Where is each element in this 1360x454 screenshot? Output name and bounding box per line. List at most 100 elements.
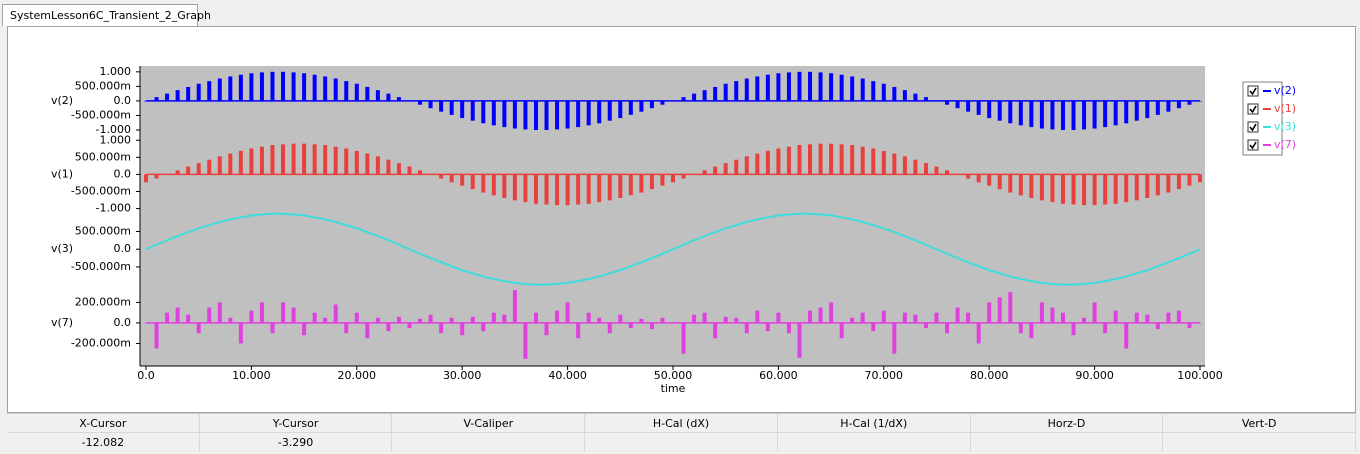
pulse: [586, 100, 591, 126]
pulse: [744, 322, 749, 334]
pulse: [839, 144, 844, 175]
pulse: [976, 100, 981, 115]
chart: 1.000500.000m0.0-500.000m-1.000v(2)v(2)1…: [51, 65, 1296, 395]
pulse: [1176, 100, 1181, 109]
legend-checkbox[interactable]: [1247, 103, 1259, 115]
pulse: [312, 74, 317, 101]
pulse: [618, 314, 623, 323]
legend-checkbox[interactable]: [1247, 85, 1259, 97]
pulse: [734, 317, 739, 323]
pulse: [902, 156, 907, 175]
pulse: [407, 100, 412, 102]
column-header: Vert-D: [1163, 413, 1357, 432]
pulse: [860, 312, 865, 323]
pulse: [470, 316, 475, 323]
cursor-table: X-Cursor Y-Cursor V-Caliper H-Cal (dX) H-Cal…: [7, 413, 1357, 451]
x-tick-label: 10.000: [232, 369, 271, 382]
x-tick-label: 60.000: [759, 369, 798, 382]
pulse: [302, 322, 307, 336]
pulse: [1155, 322, 1160, 330]
pulse: [702, 90, 707, 101]
pulse: [1103, 322, 1108, 334]
pulse: [491, 174, 496, 196]
pulse: [418, 100, 423, 105]
pulse: [312, 312, 317, 323]
pulse: [934, 100, 939, 102]
pulse: [808, 310, 813, 323]
pulse: [323, 76, 328, 101]
pulse: [281, 144, 286, 175]
pulse: [259, 302, 264, 323]
pulse: [597, 174, 602, 203]
pulse: [818, 307, 823, 323]
cell: -3.290: [199, 432, 393, 451]
y-tick-label: 1.000: [100, 65, 132, 78]
header-row: X-Cursor Y-Cursor V-Caliper H-Cal (dX) H-Cal…: [7, 413, 1357, 432]
pulse: [734, 81, 739, 101]
tab[interactable]: SystemLesson6C_Transient_2_Graph: [2, 4, 211, 26]
pulse: [713, 86, 718, 101]
pulse: [692, 93, 697, 101]
pulse: [945, 170, 950, 175]
pulse: [618, 174, 623, 198]
pulse: [755, 310, 760, 323]
pulse: [818, 143, 823, 175]
pulse: [808, 144, 813, 175]
pulse: [1187, 174, 1192, 186]
pulse: [649, 322, 654, 330]
pulse: [154, 174, 159, 179]
pulse: [797, 322, 802, 358]
pulse: [165, 312, 170, 323]
pulse: [449, 100, 454, 115]
pulse: [186, 166, 191, 175]
pulse: [565, 302, 570, 323]
pulse: [797, 71, 802, 101]
pulse: [512, 100, 517, 129]
legend-checkbox[interactable]: [1247, 121, 1259, 133]
pulse: [660, 174, 665, 186]
pulse: [460, 322, 465, 336]
pulse: [354, 150, 359, 175]
pulse: [207, 159, 212, 175]
x-tick-label: 90.000: [1075, 369, 1114, 382]
pulse: [396, 316, 401, 323]
pulse: [238, 150, 243, 175]
pulse: [544, 322, 549, 336]
pulse: [1092, 302, 1097, 323]
pulse: [354, 83, 359, 101]
pulse: [576, 100, 581, 128]
pulse: [586, 174, 591, 204]
pulse: [175, 90, 180, 101]
pulse: [1029, 100, 1034, 128]
pulse: [786, 322, 791, 334]
pulse: [259, 146, 264, 175]
pulse: [660, 100, 665, 105]
pulse: [976, 322, 981, 344]
pulse: [186, 86, 191, 101]
pulse: [1145, 174, 1150, 198]
pulse: [681, 97, 686, 101]
pulse: [344, 148, 349, 175]
pulse: [797, 145, 802, 175]
pulse: [375, 317, 380, 323]
pulse: [692, 174, 697, 175]
x-tick-label: 50.000: [654, 369, 693, 382]
column-header: H-Cal (1/dX): [777, 413, 971, 432]
pulse: [1071, 174, 1076, 205]
y-tick-label: -500.000m: [71, 108, 131, 121]
pulse: [481, 322, 486, 332]
y-tick-label: 500.000m: [75, 225, 131, 238]
y-tick-label: -1.000: [96, 202, 131, 215]
pulse: [428, 314, 433, 323]
pulse: [987, 174, 992, 186]
pulse: [1176, 310, 1181, 323]
pulse: [923, 163, 928, 175]
pulse: [1166, 312, 1171, 323]
pulse: [755, 76, 760, 101]
legend-checkbox[interactable]: [1247, 139, 1259, 151]
pulse: [671, 100, 675, 102]
pulse: [270, 145, 275, 175]
pulse: [565, 174, 570, 206]
pulse: [1018, 174, 1023, 196]
pulse: [428, 174, 433, 175]
